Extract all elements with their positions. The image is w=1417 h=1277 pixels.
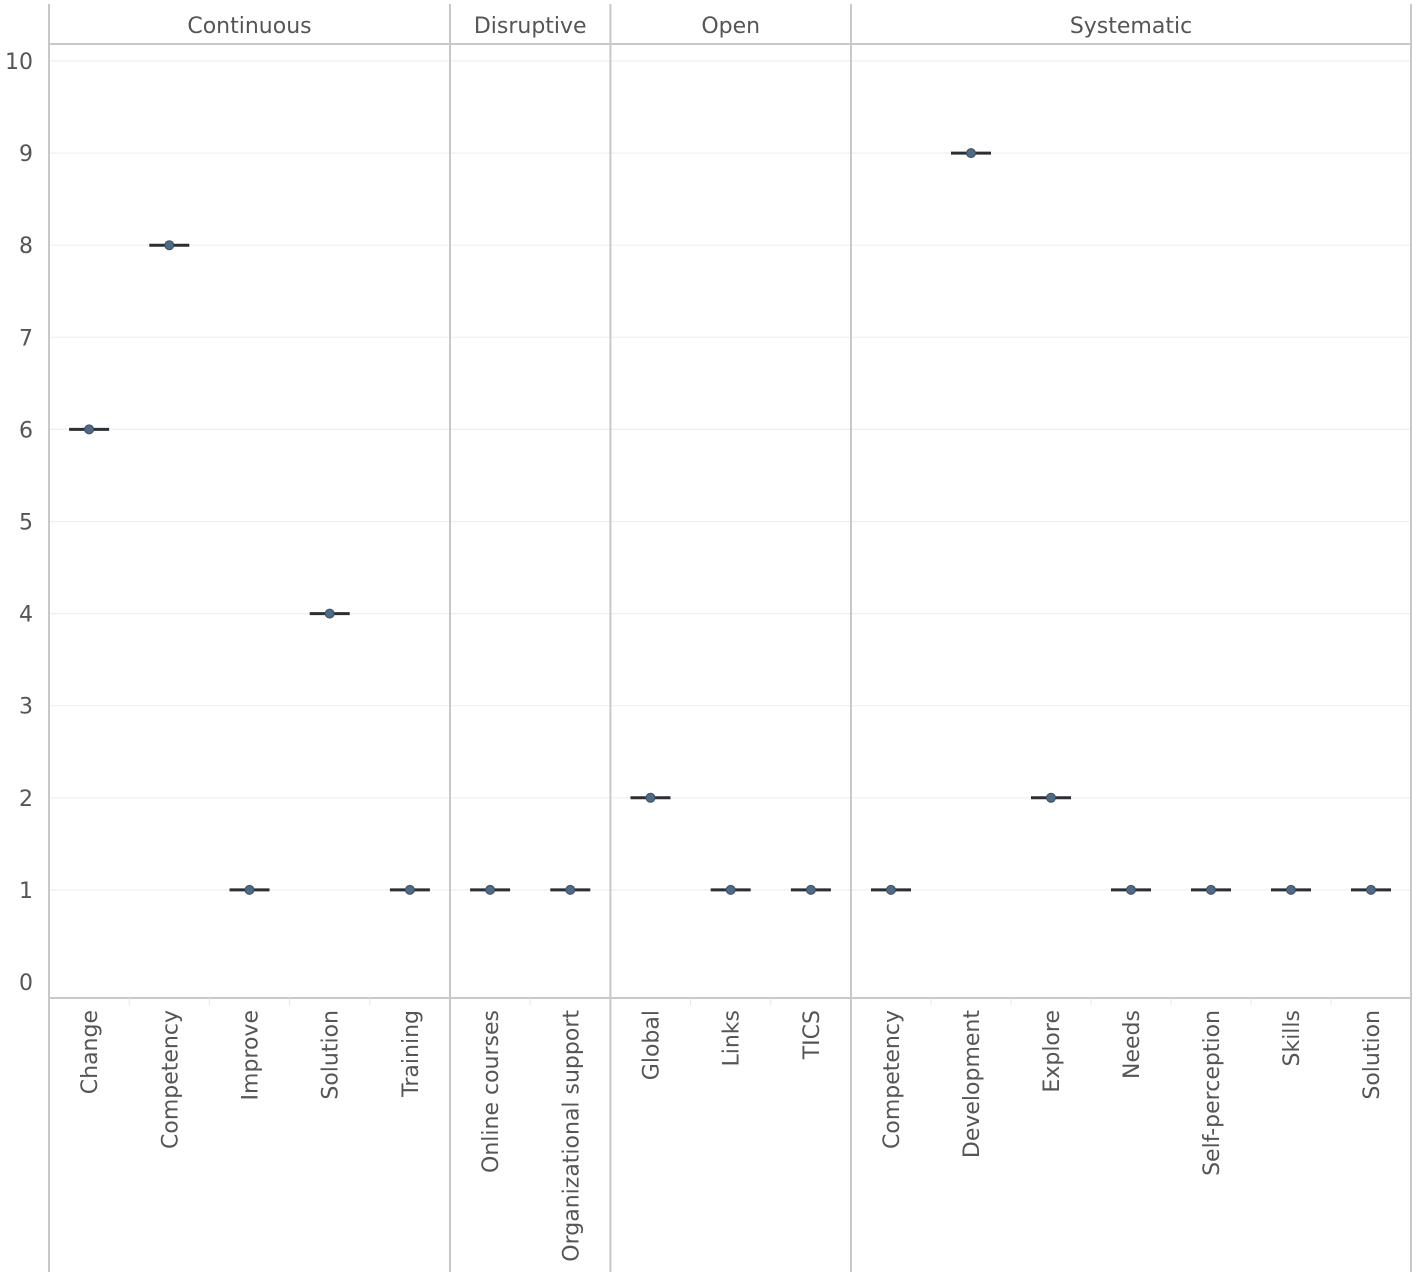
y-tick-label: 3	[19, 695, 33, 720]
category-labels: Change Competency Improve Solution Training O…	[78, 998, 1385, 1262]
y-tick-label: 1	[19, 879, 33, 904]
data-point	[244, 884, 255, 895]
category-label: Development	[960, 1010, 985, 1158]
y-tick-label: 2	[19, 787, 33, 812]
category-label: Competency	[880, 1010, 905, 1149]
panel-title-systematic: Systematic	[1070, 14, 1192, 39]
category-label: Competency	[158, 1010, 183, 1149]
category-label: Solution	[319, 1010, 344, 1100]
y-tick-label: 7	[19, 326, 33, 351]
data-point	[725, 884, 736, 895]
category-label: Skills	[1280, 1010, 1305, 1067]
category-label: Links	[720, 1010, 745, 1067]
panel-title-open: Open	[701, 14, 760, 39]
category-label: Improve	[239, 1010, 264, 1100]
data-point	[645, 792, 656, 803]
panel-frames	[48, 4, 1412, 1272]
category-label: Training	[399, 1010, 424, 1098]
grid-layer	[49, 60, 1411, 891]
data-point	[164, 240, 175, 251]
data-point	[1206, 884, 1216, 895]
data-point	[485, 884, 496, 895]
data-point	[404, 884, 415, 895]
data-marks	[69, 148, 1391, 895]
category-label: Self-perception	[1200, 1010, 1225, 1176]
data-point	[966, 148, 976, 159]
category-label: Change	[78, 1010, 103, 1094]
y-axis: 0 1 2 3 4 5 6 7 8 9 10	[5, 50, 33, 996]
category-label: Organizational support	[559, 1010, 584, 1262]
category-label: Online courses	[479, 1010, 504, 1173]
y-tick-label: 9	[19, 142, 33, 167]
y-tick-label: 6	[19, 418, 33, 443]
y-tick-label: 8	[19, 234, 33, 259]
panel-title-continuous: Continuous	[187, 14, 311, 39]
y-tick-label: 0	[19, 971, 33, 996]
category-label: Needs	[1120, 1010, 1145, 1079]
y-tick-label: 4	[19, 603, 33, 628]
category-label: Global	[640, 1010, 665, 1080]
category-label: Solution	[1360, 1010, 1385, 1100]
data-point	[1286, 884, 1296, 895]
data-point	[805, 884, 816, 895]
y-tick-label: 5	[19, 511, 33, 536]
y-tick-label: 10	[5, 50, 33, 75]
data-point	[1046, 792, 1056, 803]
data-point	[84, 424, 95, 435]
panel-headers: Continuous Disruptive Open Systematic	[187, 14, 1192, 39]
panel-title-disruptive: Disruptive	[474, 14, 587, 39]
data-point	[1366, 884, 1376, 895]
category-label: Explore	[1040, 1010, 1065, 1093]
data-point	[565, 884, 576, 895]
data-point	[324, 608, 335, 619]
data-point	[1126, 884, 1136, 895]
category-label: TICS	[800, 1010, 825, 1060]
data-point	[886, 884, 896, 895]
